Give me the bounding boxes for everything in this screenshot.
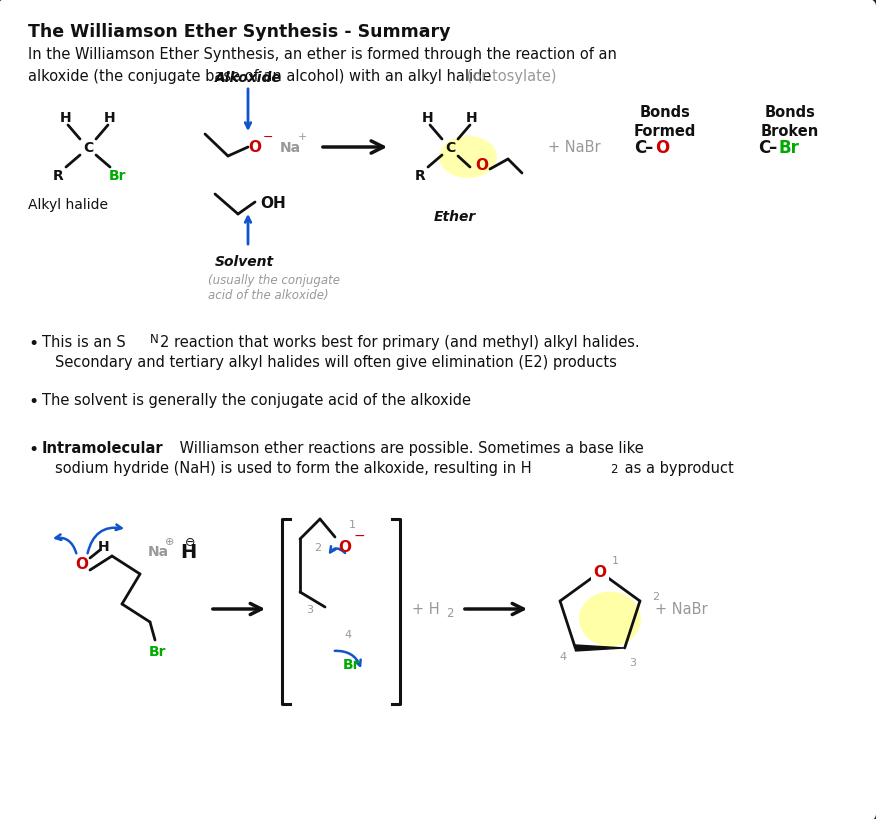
Text: R: R (53, 169, 63, 183)
Ellipse shape (439, 137, 497, 179)
Text: Br: Br (110, 169, 127, 183)
Text: •: • (28, 441, 39, 459)
Text: –: – (768, 139, 776, 156)
Text: 4: 4 (344, 629, 351, 639)
Text: N: N (150, 333, 159, 346)
Text: Br: Br (778, 139, 799, 156)
Text: ⊖: ⊖ (185, 535, 195, 548)
Text: H: H (104, 111, 116, 124)
Text: 2: 2 (314, 542, 321, 552)
Text: 2: 2 (653, 591, 660, 601)
Text: Na: Na (280, 141, 301, 155)
Polygon shape (576, 645, 625, 651)
Text: O: O (476, 158, 489, 174)
Text: alkoxide (the conjugate base of an alcohol) with an alkyl halide: alkoxide (the conjugate base of an alcoh… (28, 69, 491, 84)
Text: 2: 2 (446, 607, 454, 620)
Text: Solvent: Solvent (215, 255, 274, 269)
Text: (or tosylate): (or tosylate) (462, 69, 556, 84)
Text: Br: Br (343, 657, 361, 672)
Text: O: O (655, 139, 669, 156)
Text: 1: 1 (349, 519, 356, 529)
Text: •: • (28, 335, 39, 352)
Text: + NaBr: + NaBr (655, 602, 708, 617)
Ellipse shape (579, 592, 641, 647)
Text: Bonds
Formed: Bonds Formed (634, 105, 696, 138)
Text: as a byproduct: as a byproduct (620, 460, 734, 475)
Text: −: − (353, 528, 364, 542)
Text: 2: 2 (610, 463, 618, 475)
Text: −: − (263, 130, 273, 143)
Text: C: C (758, 139, 770, 156)
Text: Bonds
Broken: Bonds Broken (761, 105, 819, 138)
Text: Alkoxide: Alkoxide (215, 71, 281, 85)
Text: Secondary and tertiary alkyl halides will often give elimination (E2) products: Secondary and tertiary alkyl halides wil… (55, 355, 617, 369)
Text: –: – (644, 139, 653, 156)
Text: H: H (422, 111, 434, 124)
Text: In the Williamson Ether Synthesis, an ether is formed through the reaction of an: In the Williamson Ether Synthesis, an et… (28, 47, 617, 62)
Text: O: O (594, 565, 606, 580)
Text: + H: + H (412, 602, 440, 617)
Text: •: • (28, 392, 39, 410)
Text: 1: 1 (611, 555, 618, 565)
Text: C: C (634, 139, 646, 156)
Text: This is an S: This is an S (42, 335, 126, 350)
Text: + NaBr: + NaBr (548, 140, 601, 156)
Text: 3: 3 (629, 657, 636, 667)
Text: H: H (180, 542, 196, 561)
Text: O: O (75, 557, 88, 572)
Text: C: C (83, 141, 93, 155)
Text: 3: 3 (307, 604, 314, 614)
Text: H: H (60, 111, 72, 124)
Text: (usually the conjugate
acid of the alkoxide): (usually the conjugate acid of the alkox… (208, 274, 340, 301)
Text: O: O (249, 140, 262, 156)
Text: C: C (445, 141, 456, 155)
Text: Williamson ether reactions are possible. Sometimes a base like: Williamson ether reactions are possible.… (175, 441, 644, 455)
Text: ⊕: ⊕ (166, 536, 174, 546)
Text: H: H (98, 540, 110, 554)
Text: 4: 4 (560, 651, 567, 661)
Text: Alkyl halide: Alkyl halide (28, 197, 108, 212)
Text: Na: Na (148, 545, 169, 559)
Text: OH: OH (260, 195, 286, 210)
Text: +: + (297, 132, 307, 142)
Text: R: R (414, 169, 426, 183)
Text: H: H (466, 111, 477, 124)
Text: Ether: Ether (434, 210, 477, 224)
Text: The solvent is generally the conjugate acid of the alkoxide: The solvent is generally the conjugate a… (42, 392, 471, 408)
Text: Intramolecular: Intramolecular (42, 441, 164, 455)
Text: 2 reaction that works best for primary (and methyl) alkyl halides.: 2 reaction that works best for primary (… (160, 335, 639, 350)
Text: sodium hydride (NaH) is used to form the alkoxide, resulting in H: sodium hydride (NaH) is used to form the… (55, 460, 532, 475)
Text: Br: Br (149, 645, 166, 658)
Text: The Williamson Ether Synthesis - Summary: The Williamson Ether Synthesis - Summary (28, 23, 450, 41)
Text: O: O (338, 540, 351, 554)
